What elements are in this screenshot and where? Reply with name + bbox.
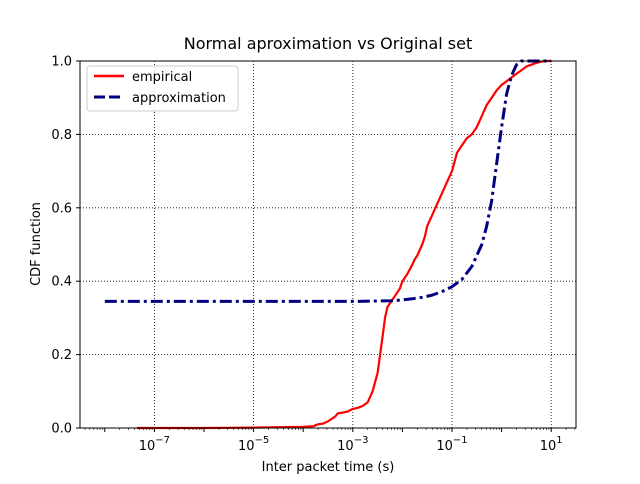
series-line-empirical: [137, 59, 552, 430]
axes-frame: [79, 60, 577, 429]
x-tick-exponent: 1: [556, 435, 562, 446]
y-tick-label: 0.4: [51, 275, 72, 290]
x-axis-label: Inter packet time (s): [262, 460, 395, 475]
y-tick-label: 0.8: [51, 128, 72, 143]
y-tick-label: 1.0: [51, 55, 72, 70]
chart-title: Normal aproximation vs Original set: [184, 34, 473, 53]
series-layer: [104, 59, 552, 430]
legend-label-empirical: empirical: [132, 70, 192, 85]
legend-label-approximation: approximation: [132, 91, 226, 106]
x-tick-exponent: −3: [354, 435, 369, 446]
y-tick-label: 0.0: [51, 422, 72, 437]
x-tick-exponent: −5: [254, 435, 269, 446]
x-tick-exponent: −1: [453, 435, 468, 446]
series-line-approximation: [104, 59, 552, 303]
y-tick-label: 0.6: [51, 201, 72, 216]
legend: empirical approximation: [86, 65, 239, 112]
legend-box: [86, 65, 239, 112]
y-tick-label: 0.2: [51, 348, 72, 363]
grid-lines: [80, 60, 576, 429]
x-tick-exponent: −7: [155, 435, 170, 446]
y-axis-label: CDF function: [29, 202, 44, 286]
